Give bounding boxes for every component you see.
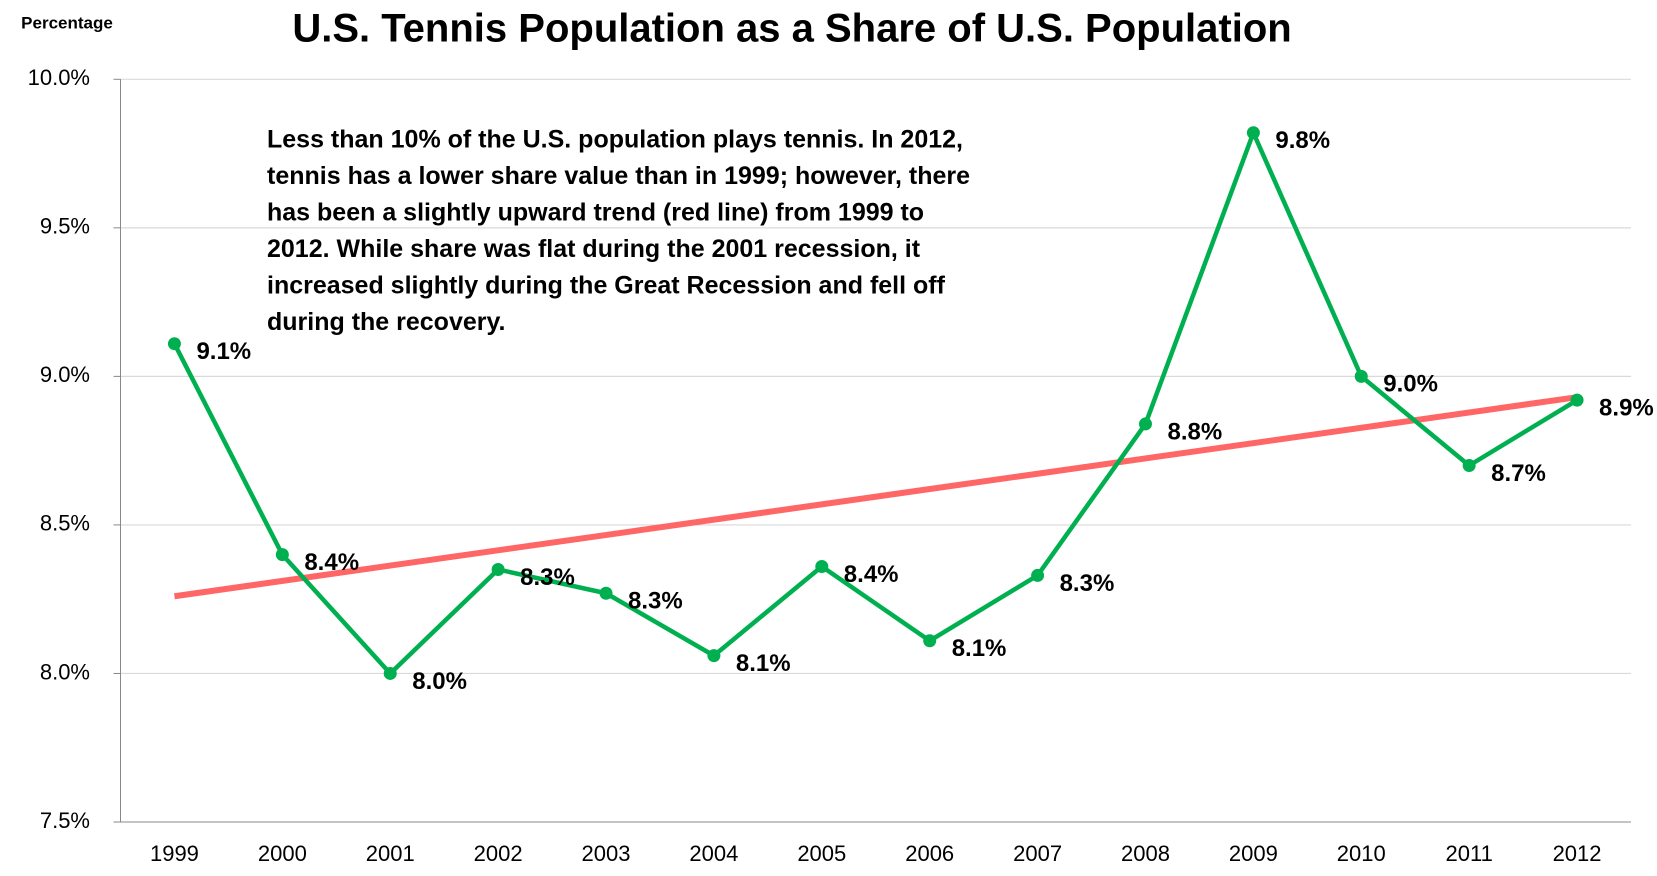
annotation: has been a slightly upward trend (red li… <box>267 199 924 227</box>
x-tick-label: 2012 <box>1553 841 1602 866</box>
data-point <box>167 337 181 351</box>
y-tick-label: 8.5% <box>40 511 90 536</box>
chart-title: U.S. Tennis Population as a Share of U.S… <box>292 7 1291 51</box>
data-label: 8.3% <box>628 588 683 615</box>
x-tick-label: 2002 <box>474 841 523 866</box>
data-point <box>1570 393 1584 407</box>
x-tick-label: 2011 <box>1446 841 1493 866</box>
annotation: 2012. While share was flat during the 20… <box>267 235 921 263</box>
data-label: 8.0% <box>412 668 467 695</box>
y-tick-label: 7.5% <box>40 808 90 833</box>
data-point <box>815 560 829 574</box>
data-point <box>383 666 397 680</box>
annotation: during the recovery. <box>267 308 506 336</box>
data-point <box>923 634 937 648</box>
data-point <box>1354 369 1368 383</box>
data-label: 8.4% <box>844 561 899 588</box>
y-axis-label: Percentage <box>21 13 113 32</box>
data-point <box>1246 126 1260 140</box>
y-tick-label: 9.5% <box>40 214 90 239</box>
annotation: increased slightly during the Great Rece… <box>267 272 946 300</box>
x-tick-label: 2006 <box>905 841 954 866</box>
y-tick-label: 10.0% <box>28 65 90 90</box>
y-tick-label: 9.0% <box>40 362 90 387</box>
x-tick-label: 2001 <box>366 841 415 866</box>
data-label: 9.0% <box>1383 371 1438 398</box>
data-label: 8.1% <box>736 650 791 677</box>
data-point <box>599 586 613 600</box>
x-tick-label: 2000 <box>258 841 307 866</box>
data-label: 8.3% <box>520 564 575 591</box>
x-tick-label: 2010 <box>1337 841 1386 866</box>
annotation: Less than 10% of the U.S. population pla… <box>267 126 963 154</box>
data-label: 8.7% <box>1491 460 1546 487</box>
data-point <box>1031 568 1045 582</box>
x-tick-label: 1999 <box>150 841 199 866</box>
series-line <box>172 130 1579 676</box>
annotation: tennis has a lower share value than in 1… <box>267 162 970 190</box>
data-label: 9.8% <box>1275 127 1330 154</box>
x-tick-label: 2007 <box>1013 841 1062 866</box>
x-tick-label: 2004 <box>689 841 738 866</box>
data-point <box>1462 459 1476 473</box>
data-label: 8.9% <box>1599 394 1654 421</box>
x-tick-label: 2003 <box>582 841 631 866</box>
data-point <box>707 649 721 663</box>
data-label: 9.1% <box>196 338 251 365</box>
data-point <box>491 562 505 576</box>
data-label: 8.8% <box>1167 418 1222 445</box>
y-tick-label: 8.0% <box>40 659 90 684</box>
data-label: 8.4% <box>304 549 359 576</box>
x-tick-label: 2008 <box>1121 841 1170 866</box>
x-tick-label: 2005 <box>797 841 846 866</box>
x-tick-label: 2009 <box>1229 841 1278 866</box>
data-point <box>275 548 289 562</box>
data-point <box>1138 417 1152 431</box>
data-label: 8.1% <box>952 635 1007 662</box>
trend-line <box>174 394 1578 600</box>
data-label: 8.3% <box>1060 570 1115 597</box>
